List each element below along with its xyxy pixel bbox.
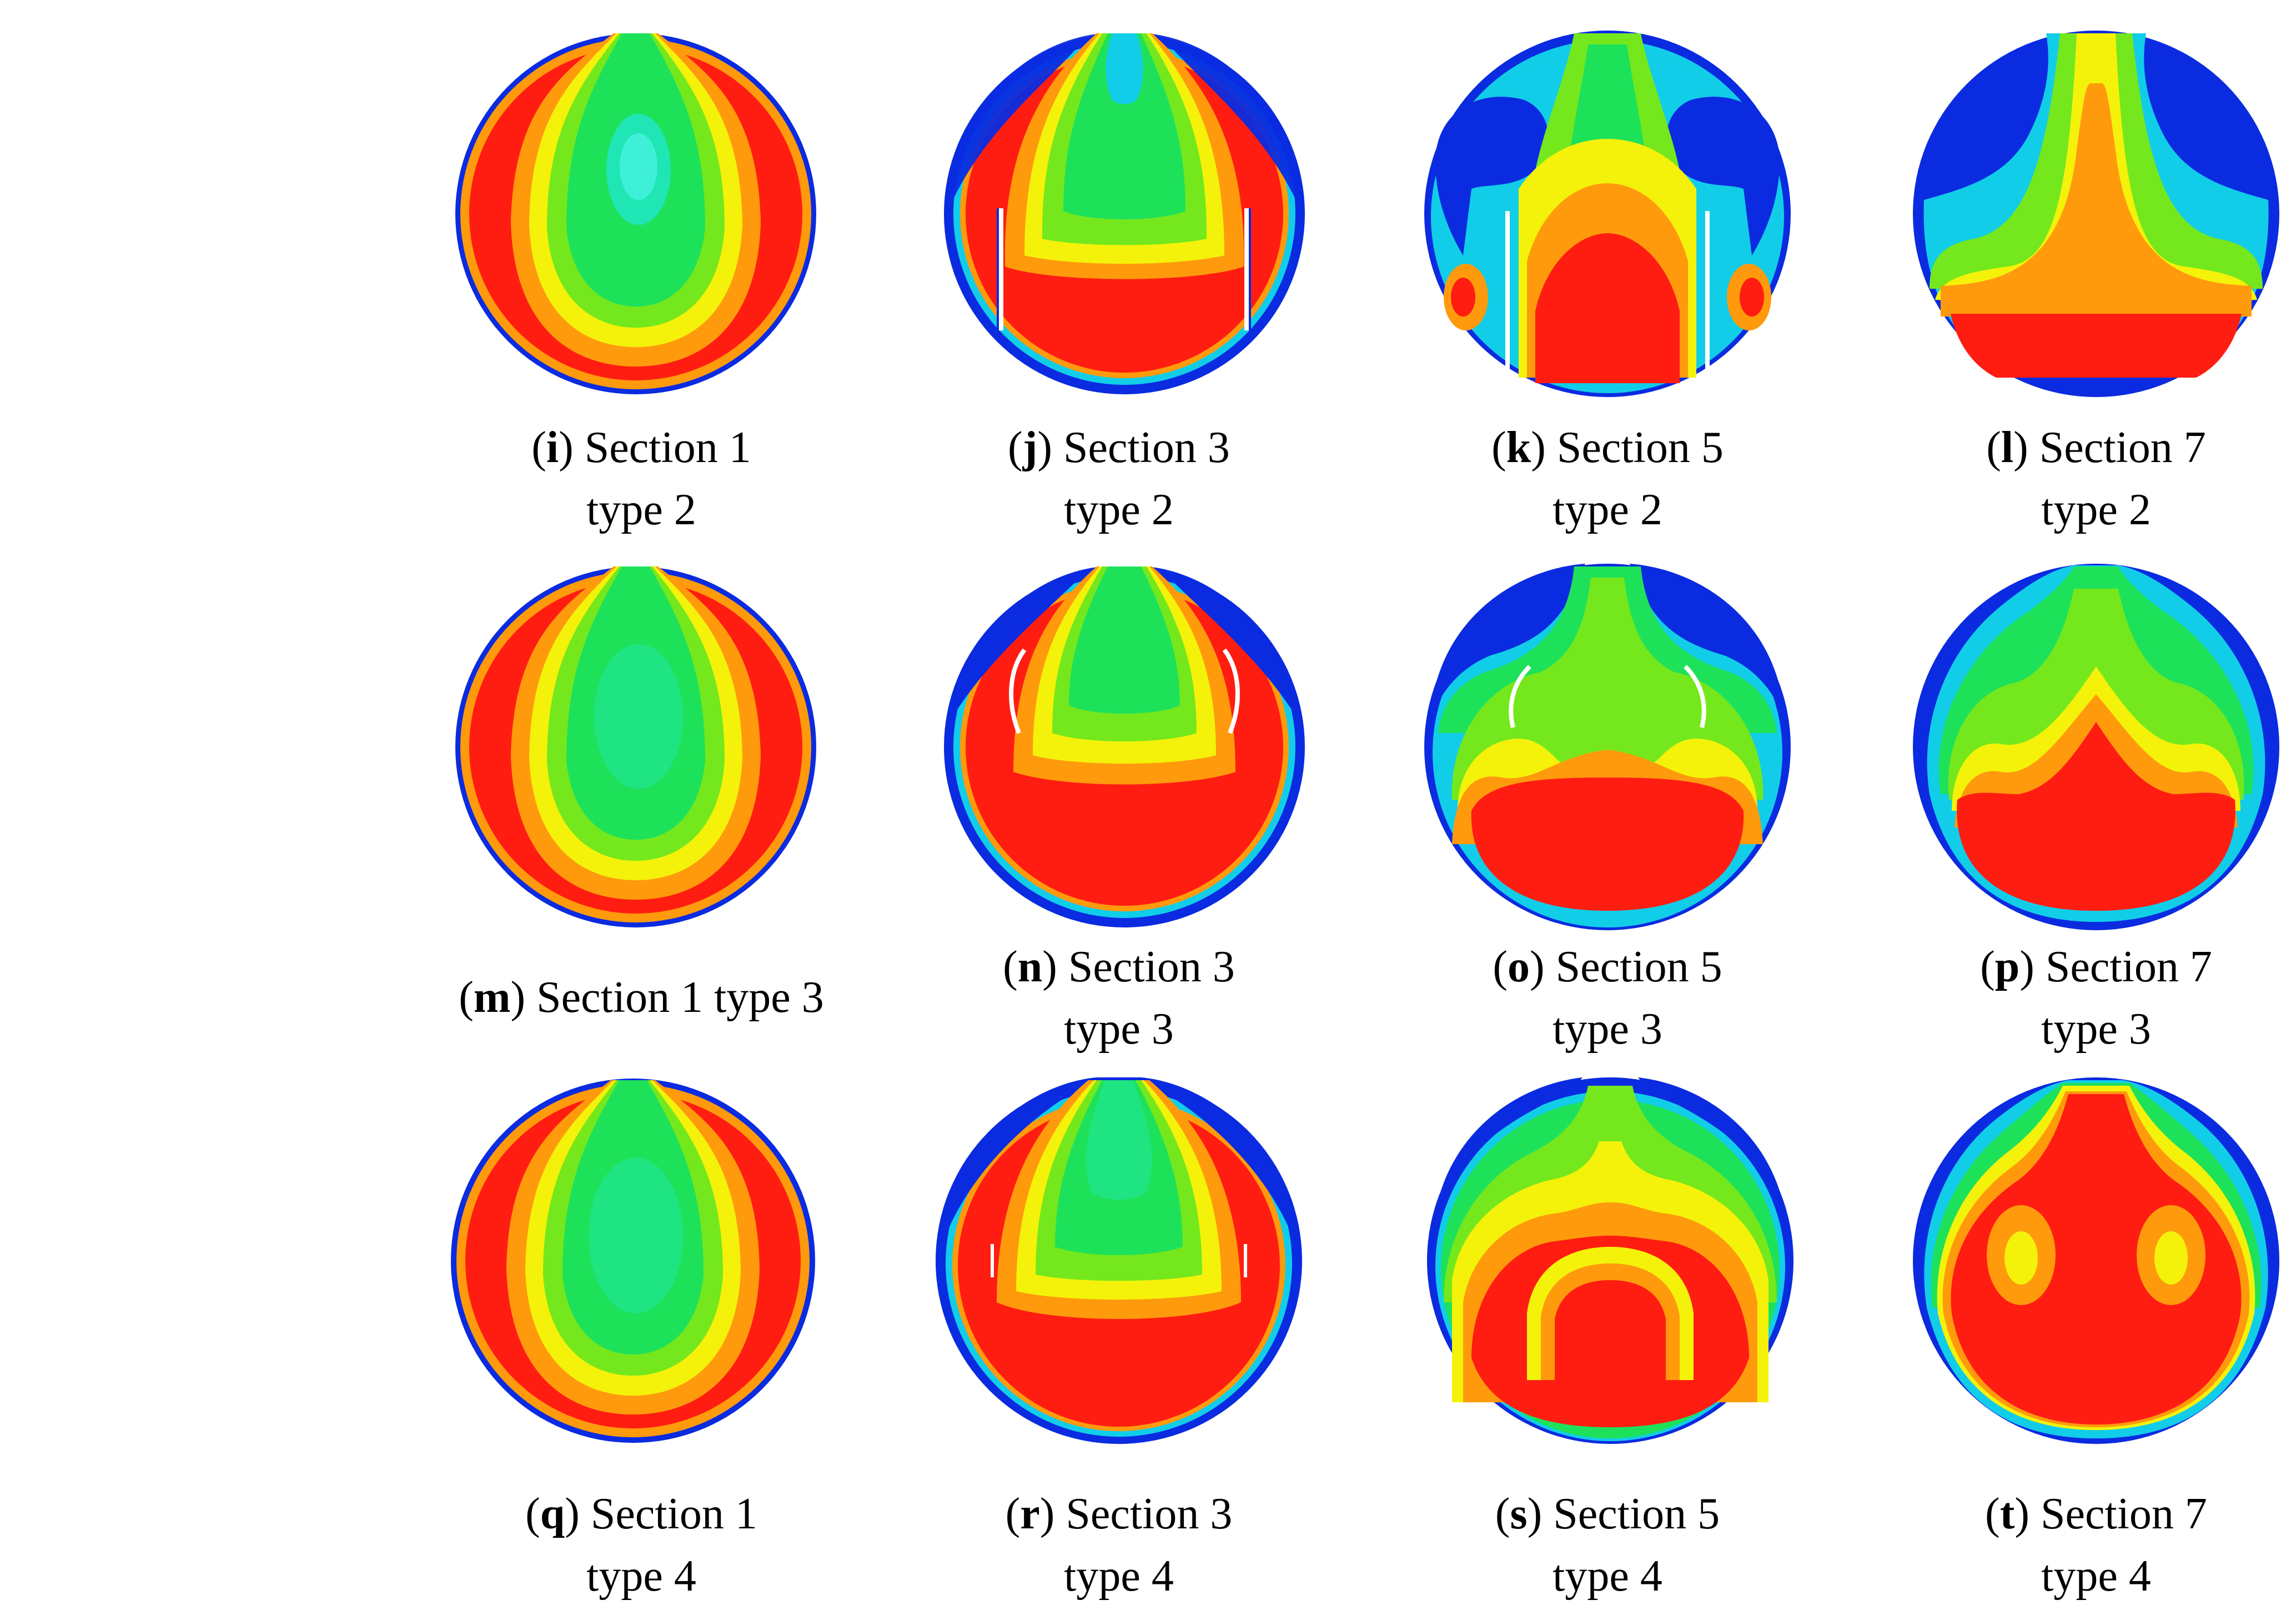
- top-right-blue: [1638, 1077, 1788, 1236]
- top-left-blue: [1433, 1077, 1582, 1236]
- section-label: Section 1: [584, 423, 751, 472]
- green-band: [1069, 566, 1180, 714]
- caption-n: (n) Section 3 type 3: [869, 936, 1369, 1060]
- center-plume-core: [1569, 44, 1646, 167]
- top-blue-region: [947, 33, 1302, 214]
- left-baffle: [1509, 665, 1531, 728]
- type-label: type 2: [586, 485, 696, 534]
- section-label: Section 5: [1556, 423, 1724, 472]
- type-label: type 3: [1064, 1005, 1174, 1054]
- panel-letter: s: [1510, 1489, 1528, 1538]
- panel-letter: n: [1017, 942, 1043, 991]
- panel-letter: l: [2001, 423, 2014, 472]
- contour-plot-m: [447, 555, 825, 939]
- left-baffle: [1009, 648, 1027, 734]
- teal-core: [594, 644, 683, 789]
- orange-plume: [1941, 83, 2252, 317]
- section-label: Section 1 type 3: [536, 973, 824, 1022]
- panel-letter: r: [1020, 1489, 1040, 1538]
- type-label: type 4: [1553, 1552, 1662, 1601]
- panel-letter: k: [1506, 423, 1531, 472]
- caption-q: (q) Section 1 type 4: [391, 1483, 891, 1607]
- contour-plot-i: [447, 22, 825, 405]
- caption-j: (j) Section 3 type 2: [869, 417, 1369, 541]
- type-label: type 2: [1553, 485, 1662, 534]
- caption-k: (k) Section 5 type 2: [1358, 417, 1857, 541]
- top-blue-region: [1430, 564, 1585, 722]
- contour-plot-q: [444, 1069, 822, 1452]
- caption-o: (o) Section 5 type 3: [1358, 936, 1857, 1060]
- top-blue-region: [941, 1077, 1297, 1247]
- panel-letter: o: [1508, 942, 1530, 991]
- contour-plot-t: [1907, 1069, 2285, 1452]
- right-hotspot-core: [1740, 278, 1764, 317]
- section-label: Section 7: [2045, 942, 2212, 991]
- caption-l: (l) Section 7 type 2: [1846, 417, 2296, 541]
- top-blue-region: [949, 566, 1299, 722]
- type-label: type 4: [1064, 1552, 1174, 1601]
- contour-plot-j: [936, 22, 1313, 405]
- right-eddy-core: [2154, 1231, 2188, 1285]
- red-pool: [1957, 722, 2235, 911]
- red-pool: [1471, 778, 1744, 911]
- panel-letter: m: [473, 973, 511, 1022]
- panel-letter: p: [1994, 942, 2020, 991]
- caption-p: (p) Section 7 type 3: [1846, 936, 2296, 1060]
- cyan-core: [620, 133, 657, 200]
- caption-i: (i) Section 1 type 2: [391, 417, 891, 541]
- caption-m: (m) Section 1 type 3: [459, 973, 824, 1022]
- left-vortex: [1435, 97, 1549, 255]
- section-label: Section 5: [1555, 942, 1722, 991]
- contour-plot-l: [1907, 22, 2285, 405]
- section-label: Section 3: [1066, 1489, 1233, 1538]
- caption-s: (s) Section 5 type 4: [1358, 1483, 1857, 1607]
- type-label: type 3: [2041, 1005, 2151, 1054]
- arch-inner-red: [1555, 1280, 1666, 1402]
- teal-core: [1086, 1080, 1152, 1200]
- left-eddy-core: [2004, 1231, 2038, 1285]
- section-label: Section 7: [2039, 423, 2206, 472]
- section-label: Section 3: [1063, 423, 1230, 472]
- panel-letter: j: [1022, 423, 1038, 472]
- panel-letter: q: [540, 1489, 565, 1538]
- contour-plot-o: [1419, 555, 1796, 939]
- panel-letter: i: [546, 423, 559, 472]
- contour-plot-k: [1419, 22, 1796, 405]
- green-band: [1063, 33, 1185, 219]
- panel-letter: t: [1999, 1489, 2015, 1538]
- caption-t: (t) Section 7 type 4: [1846, 1483, 2296, 1607]
- type-label: type 3: [1553, 1005, 1662, 1054]
- type-label: type 4: [586, 1552, 696, 1601]
- type-label: type 4: [2041, 1552, 2151, 1601]
- right-baffle: [1684, 665, 1706, 728]
- caption-r: (r) Section 3 type 4: [869, 1483, 1369, 1607]
- section-label: Section 3: [1068, 942, 1235, 991]
- right-vortex: [1666, 97, 1780, 255]
- contour-plot-s: [1421, 1069, 1799, 1452]
- section-label: Section 5: [1553, 1489, 1720, 1538]
- contour-plot-r: [930, 1069, 1308, 1452]
- teal-core: [589, 1158, 683, 1313]
- contour-plot-p: [1907, 555, 2285, 939]
- left-hotspot-core: [1451, 278, 1475, 317]
- red-core: [1535, 233, 1680, 383]
- section-label: Section 1: [590, 1489, 757, 1538]
- red-pool: [1951, 314, 2242, 378]
- contour-plot-n: [936, 555, 1313, 939]
- top-blue-region-right: [1630, 564, 1785, 722]
- type-label: type 2: [2041, 485, 2151, 534]
- red-region: [1951, 1094, 2242, 1425]
- right-baffle: [1222, 648, 1240, 734]
- type-label: type 2: [1064, 485, 1174, 534]
- cyan-core: [1106, 33, 1143, 104]
- section-label: Section 7: [2040, 1489, 2207, 1538]
